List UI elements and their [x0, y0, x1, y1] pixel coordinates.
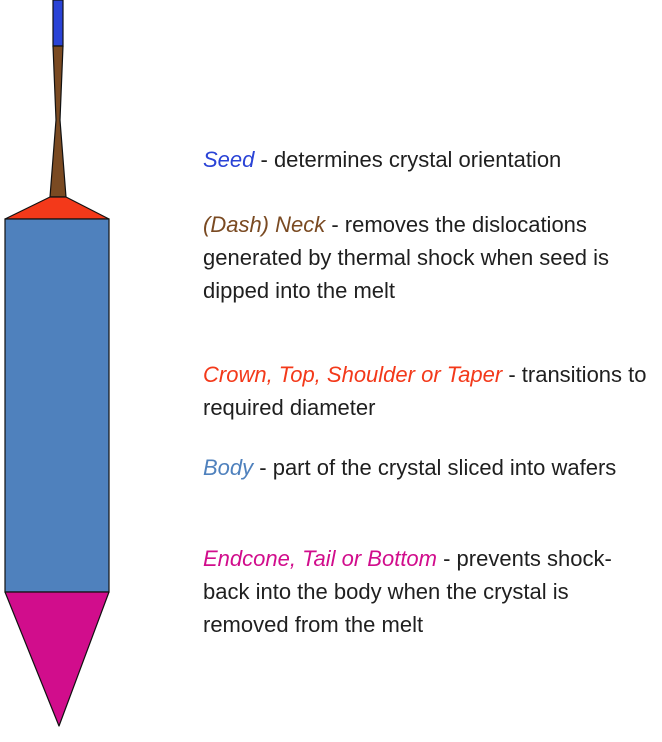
- legend-item-body: Body - part of the crystal sliced into w…: [203, 451, 658, 484]
- neck-description: - removes the dislocations generated by …: [203, 212, 610, 303]
- endcone-segment: [4, 591, 110, 727]
- endcone-term: Endcone, Tail or Bottom: [203, 546, 437, 571]
- seed-term: Seed: [203, 147, 255, 172]
- legend-item-seed: Seed - determines crystal orientation: [203, 143, 658, 176]
- endcone-description: - prevents shock-back into the body when…: [203, 546, 612, 637]
- body-segment: [4, 218, 110, 593]
- neck-term: (Dash) Neck: [203, 212, 326, 237]
- crown-segment: [4, 196, 110, 220]
- legend-item-crown: Crown, Top, Shoulder or Taper - transiti…: [203, 358, 658, 424]
- neck-segment: [49, 45, 67, 198]
- legend-item-neck: (Dash) Neck - removes the dislocations g…: [203, 208, 658, 307]
- seed-segment: [52, 0, 64, 47]
- crown-description: - transitions to required diameter: [203, 362, 647, 420]
- body-description: - part of the crystal sliced into wafers: [253, 455, 617, 480]
- seed-description: - determines crystal orientation: [254, 147, 562, 172]
- legend-item-endcone: Endcone, Tail or Bottom - prevents shock…: [203, 542, 658, 641]
- crown-term: Crown, Top, Shoulder or Taper: [203, 362, 503, 387]
- crystal-ingot-diagram: [4, 0, 110, 727]
- body-term: Body: [203, 455, 254, 480]
